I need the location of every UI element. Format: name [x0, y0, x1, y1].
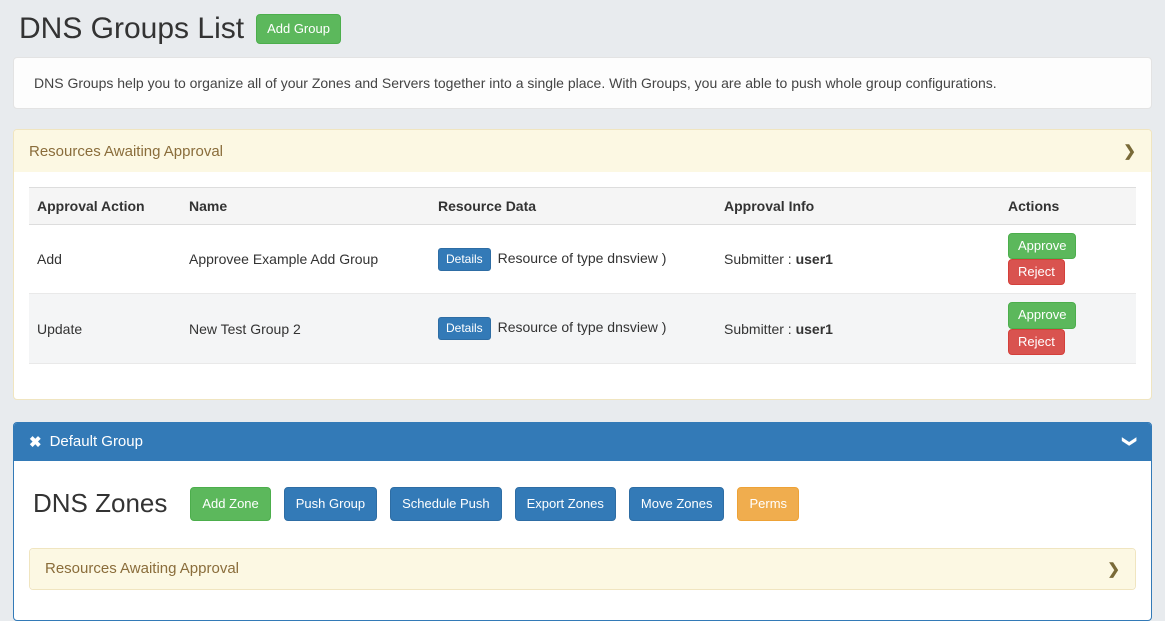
approval-info-cell: Submitter : user1	[716, 224, 1000, 295]
approval-info-cell: Submitter : user1	[716, 293, 1000, 364]
name-cell: Approvee Example Add Group	[181, 224, 430, 295]
actions-cell: Approve Reject	[1000, 224, 1136, 295]
col-header-resource-data: Resource Data	[430, 187, 716, 225]
resource-data-cell: Details Resource of type dnsview )	[430, 293, 716, 364]
table-row: Update New Test Group 2 Details Resource…	[29, 293, 1136, 364]
description-well: DNS Groups help you to organize all of y…	[13, 57, 1152, 109]
col-header-approval-info: Approval Info	[716, 187, 1000, 225]
resource-text: Resource of type dnsview )	[497, 249, 667, 266]
reject-button[interactable]: Reject	[1008, 328, 1065, 355]
table-header-row: Approval Action Name Resource Data Appro…	[29, 187, 1136, 225]
col-header-approval-action: Approval Action	[29, 187, 181, 225]
dns-zones-toolbar: DNS Zones Add Zone Push Group Schedule P…	[29, 486, 1136, 521]
submitter-label: Submitter :	[724, 320, 792, 337]
chevron-right-icon[interactable]: ❯	[1123, 143, 1136, 160]
resource-text: Resource of type dnsview )	[497, 319, 667, 336]
zones-approval-panel-header[interactable]: Resources Awaiting Approval ❯	[30, 548, 1135, 589]
chevron-down-icon[interactable]: ❯	[1122, 435, 1139, 448]
approval-action-cell: Add	[29, 224, 181, 295]
reject-button[interactable]: Reject	[1008, 259, 1065, 286]
name-cell: New Test Group 2	[181, 293, 430, 364]
table-row: Add Approvee Example Add Group Details R…	[29, 224, 1136, 295]
add-group-button[interactable]: Add Group	[256, 13, 341, 45]
submitter-name: user1	[795, 320, 833, 337]
chevron-right-icon[interactable]: ❯	[1107, 560, 1120, 578]
schedule-push-button[interactable]: Schedule Push	[390, 486, 502, 521]
submitter-name: user1	[795, 251, 833, 268]
default-group-panel: ✖ Default Group ❯ DNS Zones Add Zone Pus…	[13, 421, 1152, 621]
approval-panel-header[interactable]: Resources Awaiting Approval ❯	[14, 130, 1151, 172]
page-title: DNS Groups List	[19, 12, 245, 45]
approve-button[interactable]: Approve	[1008, 302, 1077, 329]
description-text: DNS Groups help you to organize all of y…	[34, 75, 997, 91]
resource-data-cell: Details Resource of type dnsview )	[430, 224, 716, 295]
default-group-title: Default Group	[49, 433, 143, 451]
details-button[interactable]: Details	[438, 247, 491, 271]
page-header: DNS Groups List Add Group	[13, 0, 1152, 57]
approval-panel-title: Resources Awaiting Approval	[29, 142, 224, 160]
approval-table: Approval Action Name Resource Data Appro…	[29, 187, 1136, 364]
export-zones-button[interactable]: Export Zones	[514, 486, 616, 521]
approve-button[interactable]: Approve	[1008, 233, 1077, 260]
submitter-label: Submitter :	[724, 251, 792, 268]
zones-approval-panel-title: Resources Awaiting Approval	[45, 560, 240, 578]
approval-panel: Resources Awaiting Approval ❯ Approval A…	[13, 129, 1152, 400]
dns-zones-heading: DNS Zones	[33, 488, 168, 519]
push-group-button[interactable]: Push Group	[283, 486, 378, 521]
details-button[interactable]: Details	[438, 317, 491, 340]
approval-action-cell: Update	[29, 293, 181, 364]
move-zones-button[interactable]: Move Zones	[628, 486, 725, 521]
actions-cell: Approve Reject	[1000, 293, 1136, 364]
default-group-body: DNS Zones Add Zone Push Group Schedule P…	[14, 461, 1151, 620]
default-group-header[interactable]: ✖ Default Group ❯	[14, 422, 1151, 461]
add-zone-button[interactable]: Add Zone	[190, 486, 271, 521]
col-header-actions: Actions	[1000, 187, 1136, 225]
approval-panel-body: Approval Action Name Resource Data Appro…	[14, 172, 1151, 399]
perms-button[interactable]: Perms	[737, 486, 800, 521]
col-header-name: Name	[181, 187, 430, 225]
zones-approval-panel: Resources Awaiting Approval ❯	[29, 547, 1136, 590]
close-icon[interactable]: ✖	[29, 433, 42, 451]
